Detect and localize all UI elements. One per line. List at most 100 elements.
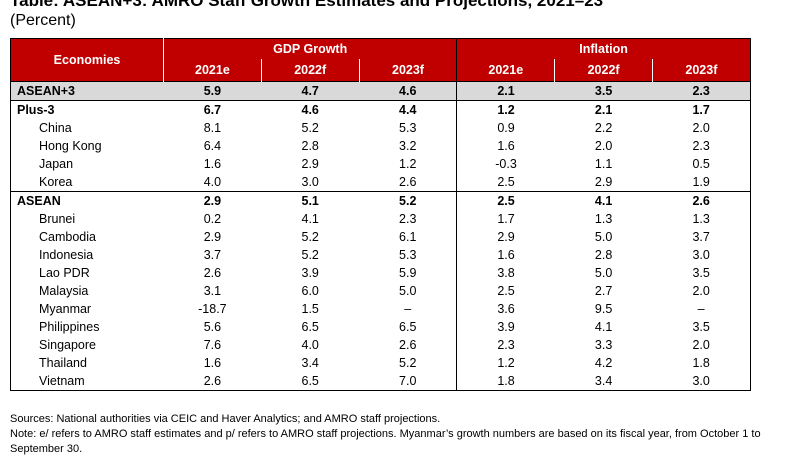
cell: 4.0 xyxy=(203,175,222,189)
cell: 3.9 xyxy=(456,318,555,336)
cell: 2.0 xyxy=(692,338,710,352)
column-header: 2022f xyxy=(260,59,360,82)
cell: 5.3 xyxy=(399,248,417,262)
cell: 2.9 xyxy=(301,157,319,171)
cell: 4.4 xyxy=(359,100,457,119)
cell: 2.9 xyxy=(163,191,262,210)
cell: 1.7 xyxy=(456,210,555,228)
cell: 2.1 xyxy=(554,100,653,119)
cell: 2.0 xyxy=(594,139,613,153)
cell: 1.6 xyxy=(203,157,222,171)
cell: 0.5 xyxy=(692,157,710,171)
cell: 3.8 xyxy=(456,264,555,282)
cell: 2.3 xyxy=(399,212,417,226)
cell: 4.1 xyxy=(554,191,653,210)
row-label: Hong Kong xyxy=(39,139,102,153)
table-row: Japan 1.6 2.9 1.2 -0.3 1.1 0.5 xyxy=(11,155,751,173)
cell: 1.6 xyxy=(203,356,222,370)
table-header: Economies GDP Growth Inflation 2021e 2022f 2… xyxy=(10,38,751,82)
cell: 1.7 xyxy=(652,100,751,119)
cell: 5.6 xyxy=(203,320,222,334)
cell: 7.0 xyxy=(399,374,417,388)
cell: 1.1 xyxy=(594,157,613,171)
cell: 4.1 xyxy=(301,212,319,226)
cell: 3.7 xyxy=(203,248,222,262)
cell: – xyxy=(404,302,412,316)
row-label: Myanmar xyxy=(39,302,92,316)
table-row: Brunei 0.2 4.1 2.3 1.7 1.3 1.3 xyxy=(11,210,751,228)
cell: 4.7 xyxy=(261,81,360,101)
cell: 5.2 xyxy=(301,230,319,244)
cell: 4.0 xyxy=(301,338,319,352)
cell: 1.8 xyxy=(456,372,555,391)
cell: 2.5 xyxy=(456,282,555,300)
sources: Sources: National authorities via CEIC a… xyxy=(10,413,441,425)
cell: 3.9 xyxy=(301,266,319,280)
cell: 1.9 xyxy=(692,175,710,189)
cell: 2.6 xyxy=(203,266,222,280)
cell: 2.5 xyxy=(456,173,555,192)
cell: 1.8 xyxy=(692,356,710,370)
table-body: ASEAN+3 5.9 4.7 4.6 2.1 3.5 2.3 Plus-3 6.7 4.6 4.4… xyxy=(10,81,751,391)
table-row: Plus-3 6.7 4.6 4.4 1.2 2.1 1.7 xyxy=(10,100,751,119)
cell: 1.3 xyxy=(594,212,613,226)
row-label: ASEAN+3 xyxy=(10,81,164,101)
cell: 2.6 xyxy=(399,338,417,352)
column-header: 2021e xyxy=(456,59,555,82)
cell: 2.3 xyxy=(456,336,555,354)
cell: 6.7 xyxy=(163,100,262,119)
table-row: Thailand 1.6 3.4 5.2 1.2 4.2 1.8 xyxy=(11,354,751,372)
cell: – xyxy=(697,302,705,316)
cell: 0.2 xyxy=(203,212,222,226)
cell: 1.2 xyxy=(456,354,555,372)
cell: -0.3 xyxy=(456,155,555,173)
footer: Sources: National authorities via CEIC a… xyxy=(10,412,800,457)
table-row: Singapore 7.6 4.0 2.6 2.3 3.3 2.0 xyxy=(11,336,751,354)
column-group-header: GDP Growth xyxy=(162,38,457,59)
column-group-header: Inflation xyxy=(456,38,751,59)
cell: 2.7 xyxy=(594,284,613,298)
cell: 2.8 xyxy=(594,248,613,262)
cell: 2.5 xyxy=(456,191,555,210)
row-label: Japan xyxy=(39,157,74,171)
cell: 2.9 xyxy=(203,230,222,244)
cell: 5.2 xyxy=(359,191,457,210)
row-label: Lao PDR xyxy=(39,266,90,280)
cell: 6.5 xyxy=(301,374,319,388)
cell: 2.6 xyxy=(399,175,417,189)
cell: 5.9 xyxy=(163,81,262,101)
cell: 5.0 xyxy=(594,266,613,280)
cell: 6.1 xyxy=(399,230,417,244)
cell: 5.2 xyxy=(301,121,319,135)
cell: 4.6 xyxy=(261,100,360,119)
cell: 3.0 xyxy=(692,374,710,388)
cell: 3.5 xyxy=(692,320,710,334)
column-header: 2022f xyxy=(554,59,653,82)
cell: 9.5 xyxy=(594,302,613,316)
row-label: Philippines xyxy=(39,320,100,334)
cell: 1.6 xyxy=(456,246,555,264)
table-row: ASEAN 2.9 5.1 5.2 2.5 4.1 2.6 xyxy=(10,191,751,210)
cell: 5.3 xyxy=(399,121,417,135)
column-header: 2021e xyxy=(163,59,262,82)
table-row: Philippines 5.6 6.5 6.5 3.9 4.1 3.5 xyxy=(11,318,751,336)
table-row: ASEAN+3 5.9 4.7 4.6 2.1 3.5 2.3 xyxy=(10,81,751,101)
cell: 6.0 xyxy=(301,284,319,298)
cell: 1.3 xyxy=(692,212,710,226)
cell: 5.1 xyxy=(261,191,360,210)
table-row: Malaysia 3.1 6.0 5.0 2.5 2.7 2.0 xyxy=(11,282,751,300)
cell: 3.2 xyxy=(399,139,417,153)
cell: 6.4 xyxy=(203,139,222,153)
row-label: Thailand xyxy=(39,356,87,370)
cell: 2.6 xyxy=(652,191,751,210)
row-label: Vietnam xyxy=(39,374,85,388)
row-label: ASEAN xyxy=(10,191,164,210)
row-label: Indonesia xyxy=(39,248,94,262)
cell: 2.3 xyxy=(652,81,751,101)
column-header: 2023f xyxy=(358,59,457,82)
cell: 3.5 xyxy=(554,81,653,101)
cell: 8.1 xyxy=(203,121,222,135)
cell: 5.2 xyxy=(301,248,319,262)
cell: 7.6 xyxy=(203,338,222,352)
cell: 2.0 xyxy=(692,121,710,135)
